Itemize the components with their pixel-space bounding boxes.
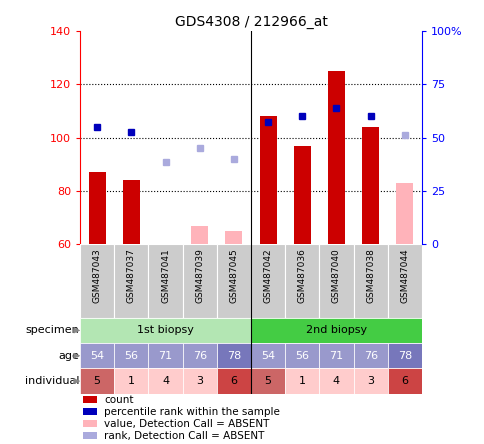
Text: percentile rank within the sample: percentile rank within the sample: [104, 407, 279, 416]
Text: count: count: [104, 395, 133, 404]
Bar: [318, 369, 353, 394]
Text: value, Detection Call = ABSENT: value, Detection Call = ABSENT: [104, 419, 269, 428]
Bar: [114, 245, 148, 318]
Text: individual: individual: [25, 376, 79, 386]
Bar: [80, 318, 251, 343]
Text: 54: 54: [90, 351, 104, 361]
Bar: [182, 343, 216, 369]
Bar: [251, 343, 285, 369]
Bar: [182, 245, 216, 318]
Bar: [362, 127, 378, 245]
Bar: [387, 245, 421, 318]
Text: 5: 5: [93, 376, 100, 386]
Text: 71: 71: [329, 351, 343, 361]
Bar: [285, 369, 318, 394]
Text: 56: 56: [124, 351, 138, 361]
Bar: [191, 226, 208, 245]
Text: 54: 54: [260, 351, 274, 361]
Bar: [216, 245, 251, 318]
Text: 1: 1: [298, 376, 305, 386]
Text: 56: 56: [295, 351, 309, 361]
Bar: [114, 343, 148, 369]
Bar: [353, 369, 387, 394]
Text: 6: 6: [230, 376, 237, 386]
Text: GSM487044: GSM487044: [399, 248, 408, 303]
Bar: [83, 408, 97, 415]
Text: 78: 78: [397, 351, 411, 361]
Bar: [353, 343, 387, 369]
Text: GSM487041: GSM487041: [161, 248, 170, 303]
Text: 3: 3: [366, 376, 373, 386]
Bar: [148, 369, 182, 394]
Text: 2nd biopsy: 2nd biopsy: [305, 325, 366, 335]
Bar: [83, 396, 97, 403]
Bar: [318, 343, 353, 369]
Bar: [285, 245, 318, 318]
Text: specimen: specimen: [26, 325, 79, 335]
Bar: [387, 343, 421, 369]
Bar: [80, 245, 114, 318]
Text: age: age: [59, 351, 79, 361]
Bar: [285, 343, 318, 369]
Bar: [216, 343, 251, 369]
Bar: [251, 318, 421, 343]
Text: 5: 5: [264, 376, 271, 386]
Text: 4: 4: [162, 376, 169, 386]
Bar: [387, 369, 421, 394]
Bar: [83, 420, 97, 427]
Bar: [216, 369, 251, 394]
Bar: [80, 369, 114, 394]
Text: 1st biopsy: 1st biopsy: [137, 325, 194, 335]
Bar: [395, 183, 412, 245]
Bar: [89, 172, 106, 245]
Text: 6: 6: [401, 376, 408, 386]
Text: 4: 4: [332, 376, 339, 386]
Bar: [251, 245, 285, 318]
Text: GSM487043: GSM487043: [92, 248, 102, 303]
Text: 71: 71: [158, 351, 172, 361]
Bar: [122, 180, 139, 245]
Text: GSM487040: GSM487040: [331, 248, 340, 303]
Title: GDS4308 / 212966_at: GDS4308 / 212966_at: [174, 15, 327, 29]
Bar: [148, 245, 182, 318]
Bar: [293, 146, 310, 245]
Text: 78: 78: [227, 351, 241, 361]
Bar: [327, 71, 344, 245]
Text: 3: 3: [196, 376, 203, 386]
Text: GSM487037: GSM487037: [126, 248, 136, 303]
Bar: [80, 343, 114, 369]
Bar: [83, 432, 97, 439]
Bar: [353, 245, 387, 318]
Text: 76: 76: [363, 351, 377, 361]
Text: rank, Detection Call = ABSENT: rank, Detection Call = ABSENT: [104, 431, 264, 440]
Text: GSM487045: GSM487045: [229, 248, 238, 303]
Text: GSM487039: GSM487039: [195, 248, 204, 303]
Text: GSM487036: GSM487036: [297, 248, 306, 303]
Text: 1: 1: [128, 376, 135, 386]
Bar: [318, 245, 353, 318]
Bar: [148, 343, 182, 369]
Text: 76: 76: [192, 351, 206, 361]
Bar: [225, 231, 242, 245]
Bar: [259, 116, 276, 245]
Text: GSM487038: GSM487038: [365, 248, 375, 303]
Text: GSM487042: GSM487042: [263, 248, 272, 303]
Bar: [114, 369, 148, 394]
Bar: [182, 369, 216, 394]
Bar: [251, 369, 285, 394]
